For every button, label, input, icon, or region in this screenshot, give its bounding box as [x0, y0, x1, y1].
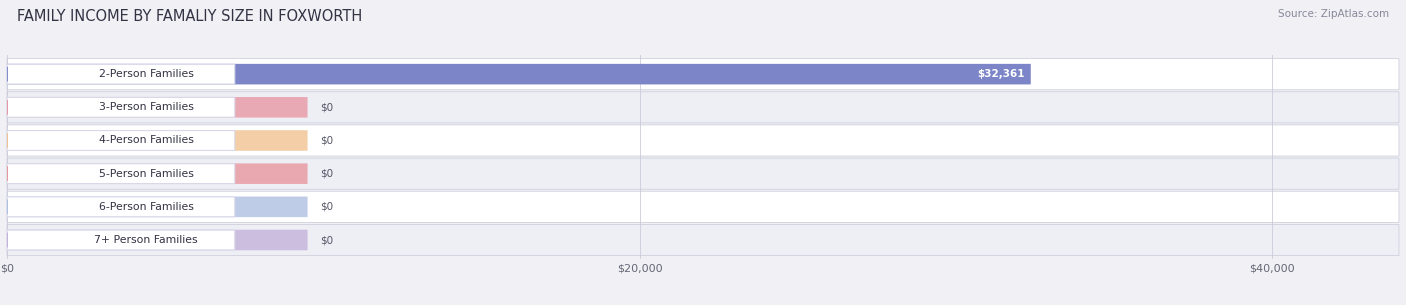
Text: $0: $0	[321, 135, 333, 145]
FancyBboxPatch shape	[7, 130, 308, 151]
FancyBboxPatch shape	[7, 97, 235, 117]
FancyBboxPatch shape	[7, 230, 308, 250]
Text: 7+ Person Families: 7+ Person Families	[94, 235, 198, 245]
FancyBboxPatch shape	[7, 164, 235, 184]
Text: $32,361: $32,361	[977, 69, 1025, 79]
FancyBboxPatch shape	[7, 131, 235, 150]
Text: 5-Person Families: 5-Person Families	[98, 169, 194, 179]
Text: $0: $0	[321, 169, 333, 179]
Text: Source: ZipAtlas.com: Source: ZipAtlas.com	[1278, 9, 1389, 19]
Text: FAMILY INCOME BY FAMALIY SIZE IN FOXWORTH: FAMILY INCOME BY FAMALIY SIZE IN FOXWORT…	[17, 9, 363, 24]
FancyBboxPatch shape	[7, 196, 308, 217]
FancyBboxPatch shape	[7, 158, 1399, 189]
Text: 2-Person Families: 2-Person Families	[98, 69, 194, 79]
Text: $0: $0	[321, 202, 333, 212]
FancyBboxPatch shape	[7, 197, 235, 217]
Text: 6-Person Families: 6-Person Families	[98, 202, 194, 212]
FancyBboxPatch shape	[7, 191, 1399, 222]
FancyBboxPatch shape	[7, 64, 235, 84]
FancyBboxPatch shape	[7, 163, 308, 184]
FancyBboxPatch shape	[7, 224, 1399, 256]
FancyBboxPatch shape	[7, 59, 1399, 90]
Text: 4-Person Families: 4-Person Families	[98, 135, 194, 145]
FancyBboxPatch shape	[7, 97, 308, 118]
FancyBboxPatch shape	[7, 230, 235, 250]
Text: $0: $0	[321, 235, 333, 245]
FancyBboxPatch shape	[7, 92, 1399, 123]
FancyBboxPatch shape	[7, 64, 1031, 84]
FancyBboxPatch shape	[7, 125, 1399, 156]
Text: $0: $0	[321, 102, 333, 112]
Text: 3-Person Families: 3-Person Families	[98, 102, 194, 112]
